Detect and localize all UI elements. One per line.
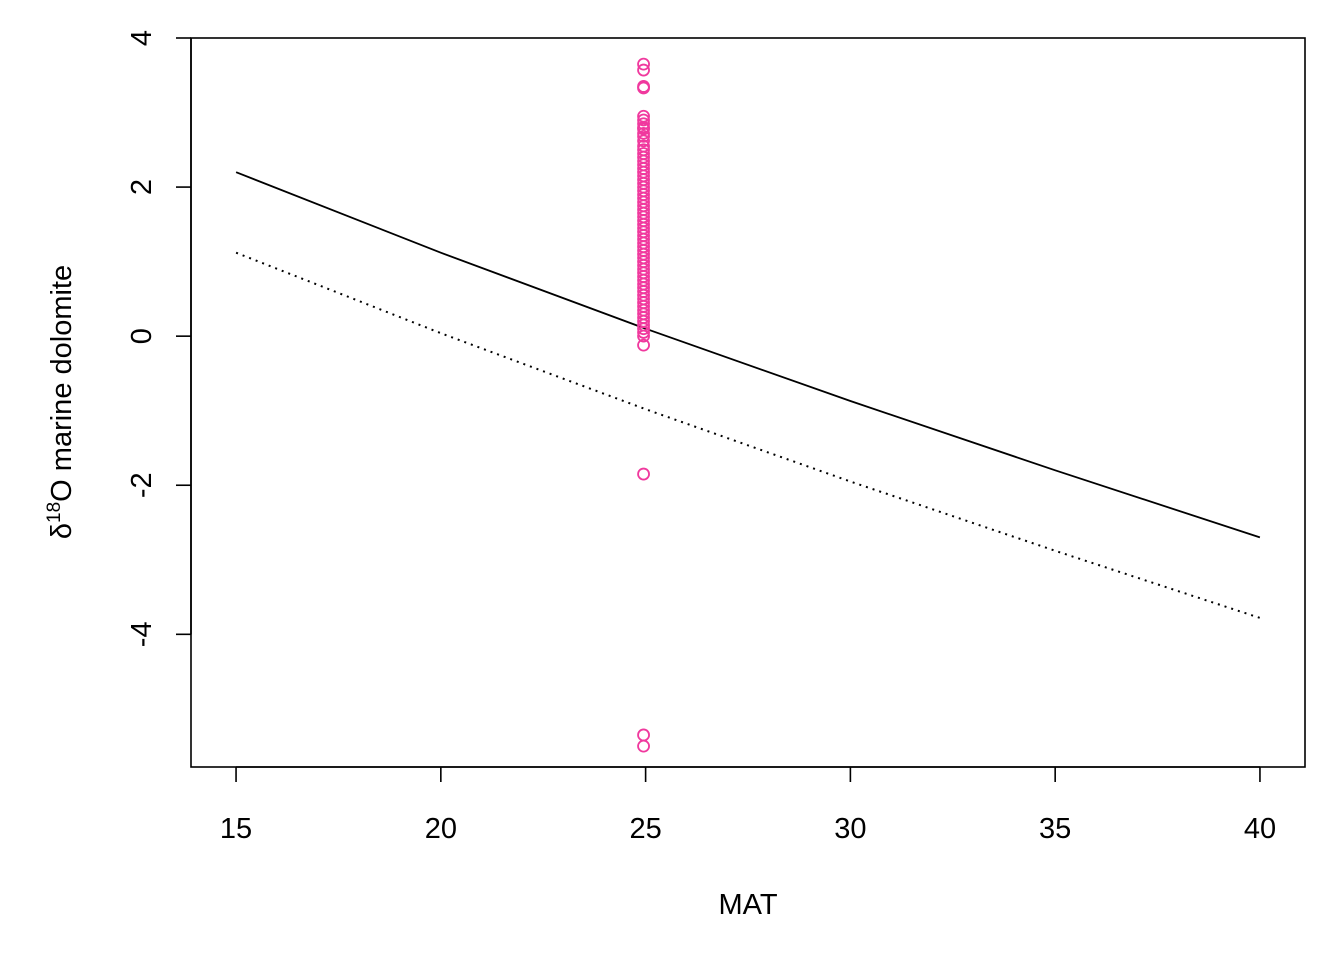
y-axis-title-rest: O marine dolomite bbox=[46, 265, 78, 502]
data-point bbox=[637, 117, 650, 131]
data-point bbox=[637, 329, 650, 343]
y-tick-label: 0 bbox=[126, 328, 158, 344]
points-layer bbox=[637, 57, 650, 753]
data-point bbox=[637, 728, 650, 742]
data-point bbox=[637, 113, 650, 127]
y-tick-label: 4 bbox=[126, 30, 158, 46]
x-tick-label: 20 bbox=[425, 813, 457, 845]
x-tick-label: 25 bbox=[629, 813, 661, 845]
data-point bbox=[637, 129, 650, 143]
data-point bbox=[637, 81, 650, 95]
x-axis: 15 20 25 30 35 40 bbox=[220, 766, 1276, 845]
y-axis: 4 2 0 -2 -4 bbox=[126, 30, 192, 647]
data-point bbox=[637, 122, 650, 136]
solid-series-line bbox=[235, 171, 1261, 539]
data-point bbox=[637, 467, 650, 481]
x-tick-label: 15 bbox=[220, 813, 252, 845]
data-point bbox=[637, 322, 650, 336]
x-tick-label: 40 bbox=[1244, 813, 1276, 845]
data-point bbox=[637, 739, 650, 753]
y-axis-title: δ18O marine dolomite bbox=[44, 265, 78, 539]
dotted-series-line bbox=[235, 251, 1261, 619]
y-tick-label: -2 bbox=[126, 472, 158, 498]
data-point bbox=[637, 338, 650, 352]
y-tick-label: 2 bbox=[126, 179, 158, 195]
data-point bbox=[637, 134, 650, 148]
data-point bbox=[637, 63, 650, 77]
y-axis-title-prefix: δ bbox=[46, 523, 78, 539]
x-axis-title: MAT bbox=[718, 889, 777, 921]
y-axis-title-superscript: 18 bbox=[44, 502, 65, 523]
x-tick-label: 35 bbox=[1039, 813, 1071, 845]
y-tick-label: -4 bbox=[126, 621, 158, 647]
x-tick-label: 30 bbox=[834, 813, 866, 845]
data-point bbox=[637, 326, 650, 339]
series-layer bbox=[235, 171, 1261, 619]
data-point bbox=[637, 57, 650, 71]
plot-frame bbox=[190, 37, 1306, 768]
